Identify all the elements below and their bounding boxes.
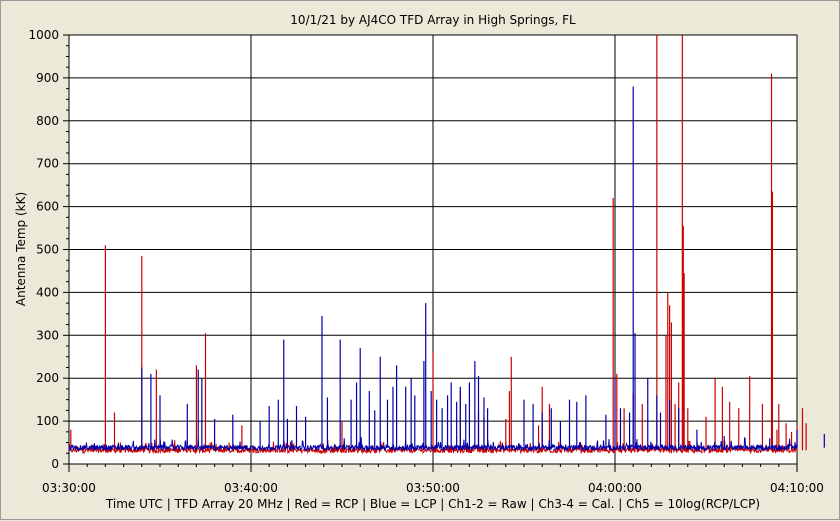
series-layer: [68, 35, 825, 455]
y-tick-label: 300: [36, 328, 59, 342]
rcp-baseline-trace: [68, 439, 798, 455]
y-tick-label: 1000: [28, 28, 59, 42]
lcp-baseline-trace: [68, 437, 798, 453]
y-tick-label: 700: [36, 157, 59, 171]
y-tick-label: 800: [36, 114, 59, 128]
grid: [69, 35, 797, 464]
y-tick-label: 500: [36, 243, 59, 257]
y-tick-label: 0: [51, 457, 59, 471]
x-tick-label: 04:00:00: [588, 481, 642, 495]
x-tick-label: 03:40:00: [224, 481, 278, 495]
x-tick-label: 03:50:00: [406, 481, 460, 495]
y-tick-label: 200: [36, 371, 59, 385]
x-tick-labels: 03:30:00 03:40:00 03:50:00 04:00:00 04:10:00: [42, 481, 824, 495]
x-tick-label: 03:30:00: [42, 481, 96, 495]
y-tick-labels: 0 100 200 300 400 500 600 700 800 900 1000: [28, 28, 59, 471]
y-tick-label: 900: [36, 71, 59, 85]
y-tick-label: 400: [36, 285, 59, 299]
x-axis-label: Time UTC | TFD Array 20 MHz | Red = RCP …: [105, 497, 760, 511]
minor-ticks: [63, 34, 798, 472]
y-tick-label: 100: [36, 414, 59, 428]
chart-title: 10/1/21 by AJ4CO TFD Array in High Sprin…: [290, 13, 576, 27]
y-tick-label: 600: [36, 200, 59, 214]
y-axis-label: Antenna Temp (kK): [14, 192, 28, 306]
x-tick-label: 04:10:00: [770, 481, 824, 495]
